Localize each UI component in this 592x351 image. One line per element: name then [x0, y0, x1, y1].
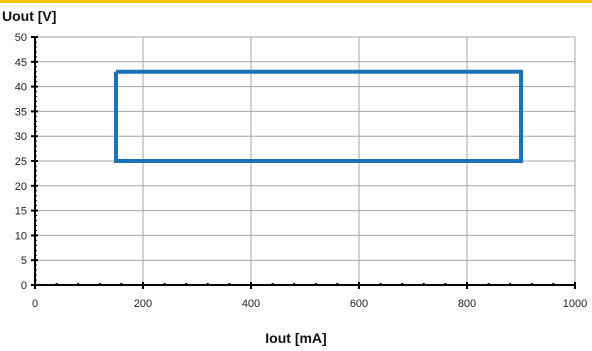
series-layer: [114, 69, 523, 163]
y-tick-label: 35: [15, 106, 27, 118]
y-tick-label: 45: [15, 57, 27, 69]
x-tick-label: 600: [350, 298, 368, 310]
x-axis-label: Iout [mA]: [265, 330, 327, 346]
y-tick-label: 10: [15, 230, 27, 242]
axes: [31, 36, 576, 289]
y-tick-label: 5: [21, 255, 27, 267]
y-tick-label: 50: [15, 32, 27, 44]
x-tick-label: 800: [458, 298, 476, 310]
tick-labels: 0 5 10 15 20 25 30 35 40 45 50 0 200 400 600 800 1000: [15, 32, 587, 310]
x-tick-label: 400: [242, 298, 260, 310]
top-accent-rule: [0, 0, 592, 3]
x-tick-label: 200: [134, 298, 152, 310]
y-tick-label: 30: [15, 131, 27, 143]
y-tick-label: 40: [15, 82, 27, 94]
y-tick-label: 20: [15, 181, 27, 193]
series-line: [114, 69, 523, 163]
x-tick-label: 1000: [563, 298, 587, 310]
x-tick-label: 0: [32, 298, 38, 310]
y-tick-label: 0: [21, 280, 27, 292]
y-tick-label: 15: [15, 206, 27, 218]
y-axis-label: Uout [V]: [2, 8, 57, 24]
y-tick-label: 25: [15, 156, 27, 168]
